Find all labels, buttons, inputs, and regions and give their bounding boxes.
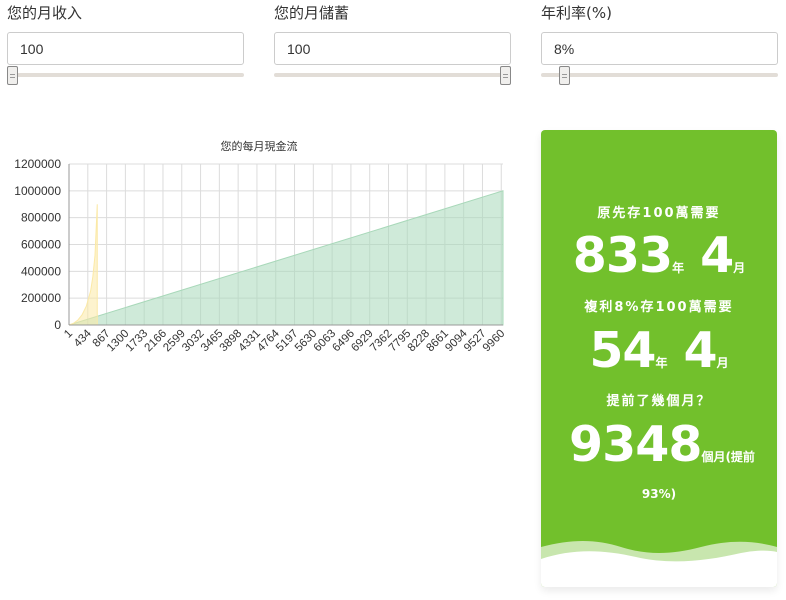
y-tick-label: 200000 (21, 291, 61, 305)
series-area-1 (68, 204, 98, 326)
earlier-months: 9348 (569, 416, 702, 473)
original-months: 4 (700, 227, 734, 284)
y-tick-label: 0 (54, 318, 61, 332)
y-tick-label: 600000 (21, 238, 61, 252)
compound-years: 54 (589, 322, 656, 379)
chart-series (68, 190, 504, 326)
savings-slider-thumb[interactable] (500, 66, 511, 85)
series-area-0 (68, 190, 504, 326)
compound-months-unit: 月 (716, 356, 729, 370)
y-tick-label: 1200000 (14, 157, 61, 171)
chart-title: 您的每月現金流 (221, 139, 298, 153)
income-slider-track[interactable] (7, 73, 244, 77)
x-axis-ticks: 1434867130017332166259930323465389843314… (62, 327, 507, 354)
x-tick-label: 434 (72, 327, 94, 349)
original-months-unit: 月 (733, 261, 746, 275)
rate-label: 年利率(%) (541, 4, 612, 22)
compound-months: 4 (683, 322, 718, 379)
cashflow-chart: 您的每月現金流 0 200000 400000 600000 800000 1000000… (14, 139, 507, 354)
savings-slider-track[interactable] (274, 73, 511, 77)
earlier-percent: 93%) (641, 487, 677, 501)
y-tick-label: 1000000 (14, 184, 61, 198)
compound-years-unit: 年 (655, 356, 668, 370)
income-label: 您的月收入 (7, 4, 83, 22)
y-tick-label: 800000 (21, 211, 61, 225)
earlier-label: 提前了幾個月？ (606, 394, 712, 409)
result-panel: 原先存100萬需要 833年 4月 複利8%存100萬需要 54年 4月 提前了幾個… (541, 130, 777, 587)
earlier-duration: 9348個月(提前 (541, 416, 777, 473)
rate-slider-track[interactable] (541, 73, 778, 77)
compound-duration: 54年 4月 (541, 322, 777, 379)
original-label: 原先存100萬需要 (597, 206, 721, 221)
y-tick-label: 400000 (21, 264, 61, 278)
income-input[interactable] (7, 32, 244, 65)
original-duration: 833年 4月 (541, 227, 777, 284)
savings-label: 您的月儲蓄 (274, 4, 350, 22)
earlier-suffix: 個月(提前 (701, 450, 755, 464)
rate-input[interactable] (541, 32, 778, 65)
chart-axes (68, 164, 503, 326)
income-slider-thumb[interactable] (7, 66, 18, 85)
savings-input[interactable] (274, 32, 511, 65)
compound-label: 複利8%存100萬需要 (584, 300, 734, 315)
original-years: 833 (572, 227, 673, 284)
original-years-unit: 年 (672, 261, 685, 275)
wave-decoration (541, 541, 777, 587)
x-tick-label: 9960 (481, 328, 508, 355)
rate-slider-thumb[interactable] (559, 66, 570, 85)
y-axis-ticks: 0 200000 400000 600000 800000 1000000 1200000 (14, 157, 61, 332)
